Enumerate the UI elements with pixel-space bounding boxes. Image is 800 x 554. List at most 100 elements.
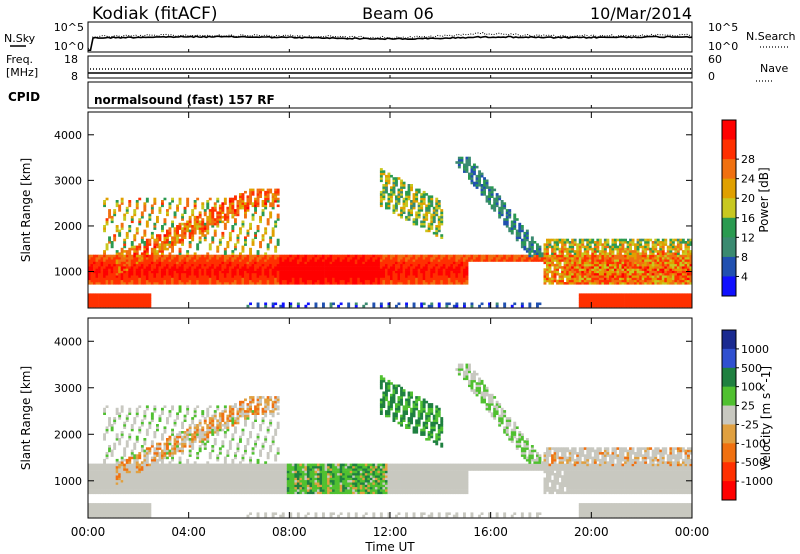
power-cell — [598, 243, 602, 246]
power-cell — [198, 222, 202, 226]
power-cell — [669, 275, 673, 278]
power-cell — [329, 268, 333, 271]
power-cell — [264, 206, 268, 210]
power-cell — [105, 272, 109, 276]
power-cell — [395, 197, 398, 201]
power-cell — [503, 256, 507, 260]
power-cell — [251, 275, 255, 278]
power-cell — [669, 266, 673, 269]
power-cell — [120, 259, 124, 262]
power-cell — [218, 241, 222, 244]
power-cell — [415, 218, 419, 221]
power-cell — [249, 302, 252, 306]
power-cell — [324, 261, 328, 265]
power-cell — [306, 275, 310, 278]
power-cell — [566, 270, 570, 274]
power-cell — [261, 263, 265, 267]
power-cell — [264, 229, 268, 233]
power-cell — [586, 266, 590, 269]
power-cell — [274, 279, 278, 283]
power-cell — [241, 225, 245, 228]
power-cell — [385, 188, 388, 192]
power-cell — [684, 302, 688, 306]
power-cell — [598, 266, 602, 269]
power-cell — [664, 266, 668, 269]
power-cell — [636, 250, 640, 253]
power-cell — [213, 218, 217, 221]
power-cell — [322, 266, 325, 269]
power-cell — [347, 277, 351, 281]
power-cell — [553, 243, 557, 246]
power-cell — [133, 272, 137, 276]
power-cell — [203, 272, 207, 276]
power-cell — [271, 256, 275, 260]
power-cell — [646, 266, 650, 269]
power-cell — [379, 179, 383, 183]
power-cell — [546, 238, 549, 242]
power-cell — [676, 241, 680, 244]
power-cell — [379, 270, 383, 274]
power-cell — [447, 272, 451, 276]
power-cell — [664, 304, 668, 308]
power-cell — [218, 254, 222, 258]
power-cell — [115, 204, 119, 208]
power-cell — [156, 277, 159, 281]
power-cell — [251, 204, 255, 208]
power-cell — [231, 279, 235, 283]
power-cell — [435, 204, 439, 208]
power-cell — [259, 215, 262, 219]
power-cell — [596, 263, 600, 267]
velocity-cell — [93, 465, 96, 469]
power-cell — [98, 259, 101, 262]
power-cell — [171, 277, 174, 281]
power-cell — [528, 247, 532, 251]
power-cell — [218, 268, 222, 271]
power-cell — [271, 263, 275, 267]
power-cell — [367, 266, 371, 269]
power-cell — [186, 204, 190, 208]
power-cell — [115, 259, 119, 262]
power-cell — [140, 261, 144, 265]
power-cell — [193, 261, 197, 265]
power-cell — [379, 275, 383, 278]
power-cell — [138, 282, 142, 285]
power-cell — [223, 197, 227, 201]
power-cell — [400, 184, 403, 187]
power-cell — [480, 190, 484, 194]
power-cell — [362, 270, 366, 274]
power-cell — [118, 282, 122, 285]
power-cell — [681, 266, 685, 269]
power-cell — [679, 238, 683, 242]
power-cell — [324, 256, 328, 260]
power-cell — [193, 252, 197, 255]
power-cell — [649, 259, 653, 262]
power-cell — [651, 300, 655, 303]
power-cell — [679, 241, 683, 244]
power-cell — [223, 268, 227, 271]
power-cell — [271, 304, 275, 308]
power-cell — [440, 275, 444, 278]
power-cell — [188, 241, 192, 244]
power-cell — [588, 270, 592, 274]
power-cell — [379, 304, 383, 308]
power-cell — [208, 211, 212, 214]
power-cell — [591, 247, 595, 251]
power-cell — [334, 270, 338, 274]
power-cell — [440, 279, 444, 283]
power-cell — [463, 263, 466, 267]
power-cell — [337, 304, 340, 308]
power-cell — [410, 200, 413, 203]
power-cell — [98, 302, 101, 306]
power-cell — [148, 270, 152, 274]
power-cell — [578, 252, 582, 255]
power-cell — [518, 236, 522, 239]
power-cell — [367, 256, 371, 260]
power-cell — [281, 268, 285, 271]
power-cell — [687, 266, 690, 269]
power-cell — [603, 282, 607, 285]
power-cell — [234, 195, 237, 198]
power-cell — [211, 279, 215, 283]
power-cell — [374, 256, 378, 260]
power-cell — [196, 220, 200, 224]
power-cell — [591, 256, 595, 260]
